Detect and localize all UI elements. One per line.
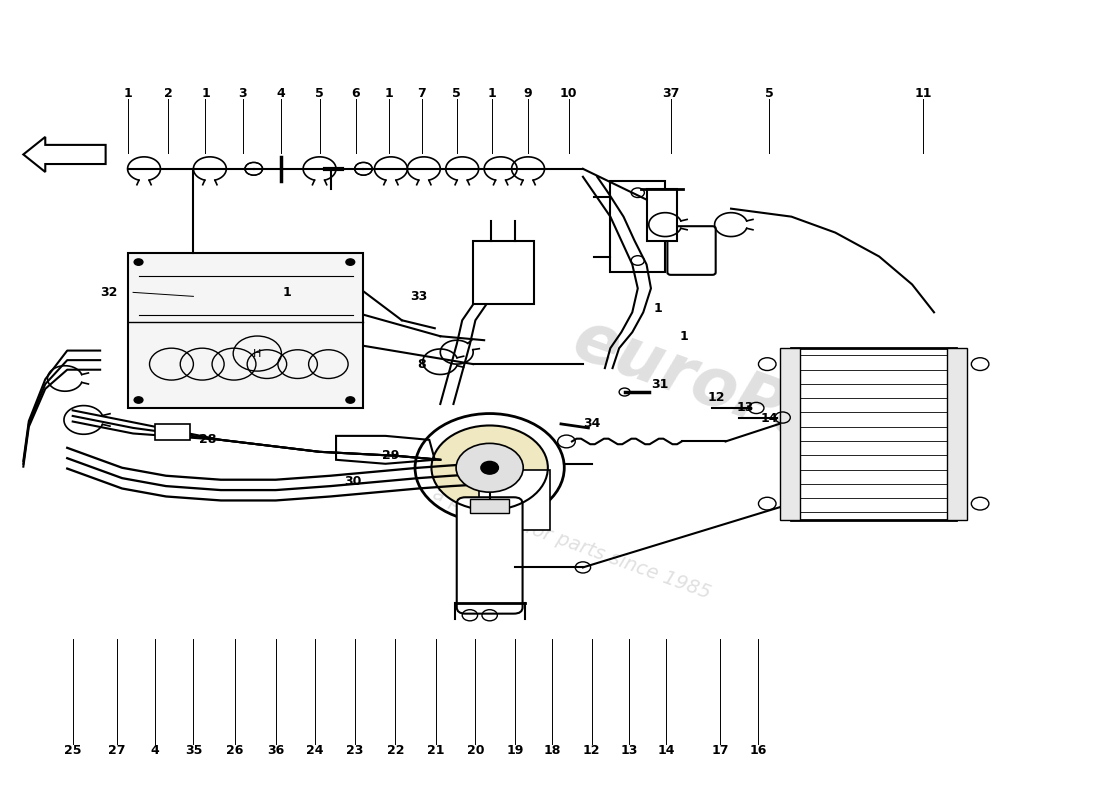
- FancyBboxPatch shape: [456, 498, 522, 614]
- Circle shape: [456, 443, 524, 492]
- Text: a passion for parts since 1985: a passion for parts since 1985: [430, 484, 714, 602]
- Text: 20: 20: [466, 744, 484, 758]
- Text: 24: 24: [307, 744, 323, 758]
- Text: 6: 6: [352, 86, 360, 99]
- Circle shape: [481, 462, 498, 474]
- Text: 17: 17: [712, 744, 729, 758]
- Text: 2: 2: [164, 86, 173, 99]
- Bar: [470, 499, 509, 514]
- Text: 1: 1: [653, 302, 662, 315]
- Circle shape: [345, 259, 354, 266]
- Text: 32: 32: [100, 286, 118, 299]
- Bar: [128, 253, 363, 408]
- Text: 36: 36: [267, 744, 284, 758]
- Text: 23: 23: [346, 744, 363, 758]
- Text: 14: 14: [761, 412, 778, 425]
- Bar: [947, 348, 967, 519]
- Bar: [478, 470, 550, 530]
- Text: 5: 5: [452, 86, 461, 99]
- Bar: [610, 181, 665, 273]
- Text: 14: 14: [658, 744, 675, 758]
- Text: 27: 27: [108, 744, 125, 758]
- Text: 22: 22: [386, 744, 404, 758]
- Text: 11: 11: [914, 86, 932, 99]
- Text: 1: 1: [123, 86, 132, 99]
- Text: 37: 37: [662, 86, 680, 99]
- Text: 13: 13: [737, 402, 754, 414]
- Text: 13: 13: [620, 744, 638, 758]
- Circle shape: [431, 426, 548, 510]
- Text: 4: 4: [277, 86, 286, 99]
- Text: 26: 26: [227, 744, 244, 758]
- Text: 33: 33: [409, 290, 427, 303]
- Text: 16: 16: [750, 744, 767, 758]
- Text: 34: 34: [583, 418, 601, 430]
- Text: H: H: [253, 349, 262, 358]
- Bar: [647, 189, 678, 241]
- Text: 12: 12: [708, 391, 726, 404]
- Circle shape: [134, 259, 143, 266]
- Text: 1: 1: [384, 86, 393, 99]
- Text: 4: 4: [151, 744, 160, 758]
- Text: 19: 19: [506, 744, 524, 758]
- Text: 10: 10: [560, 86, 578, 99]
- Text: 31: 31: [651, 378, 669, 390]
- Text: 1: 1: [487, 86, 496, 99]
- Text: 5: 5: [316, 86, 324, 99]
- Text: 5: 5: [766, 86, 773, 99]
- FancyBboxPatch shape: [668, 226, 716, 275]
- Circle shape: [345, 397, 354, 403]
- Text: 9: 9: [524, 86, 532, 99]
- Text: 25: 25: [64, 744, 81, 758]
- Text: 3: 3: [239, 86, 248, 99]
- Bar: [473, 241, 534, 304]
- Bar: [780, 348, 800, 519]
- Text: 35: 35: [185, 744, 202, 758]
- Text: 21: 21: [427, 744, 444, 758]
- Text: 7: 7: [417, 86, 426, 99]
- Text: 1: 1: [201, 86, 210, 99]
- Text: 29: 29: [382, 450, 399, 462]
- Text: 12: 12: [583, 744, 601, 758]
- Text: 1: 1: [283, 286, 292, 299]
- Text: euroParts: euroParts: [564, 306, 931, 494]
- Text: 1: 1: [680, 330, 689, 342]
- Circle shape: [134, 397, 143, 403]
- Bar: [791, 348, 956, 519]
- Bar: [155, 424, 190, 440]
- Text: 28: 28: [199, 434, 217, 446]
- Text: 30: 30: [344, 475, 361, 488]
- Text: 8: 8: [417, 358, 426, 370]
- Text: 18: 18: [543, 744, 561, 758]
